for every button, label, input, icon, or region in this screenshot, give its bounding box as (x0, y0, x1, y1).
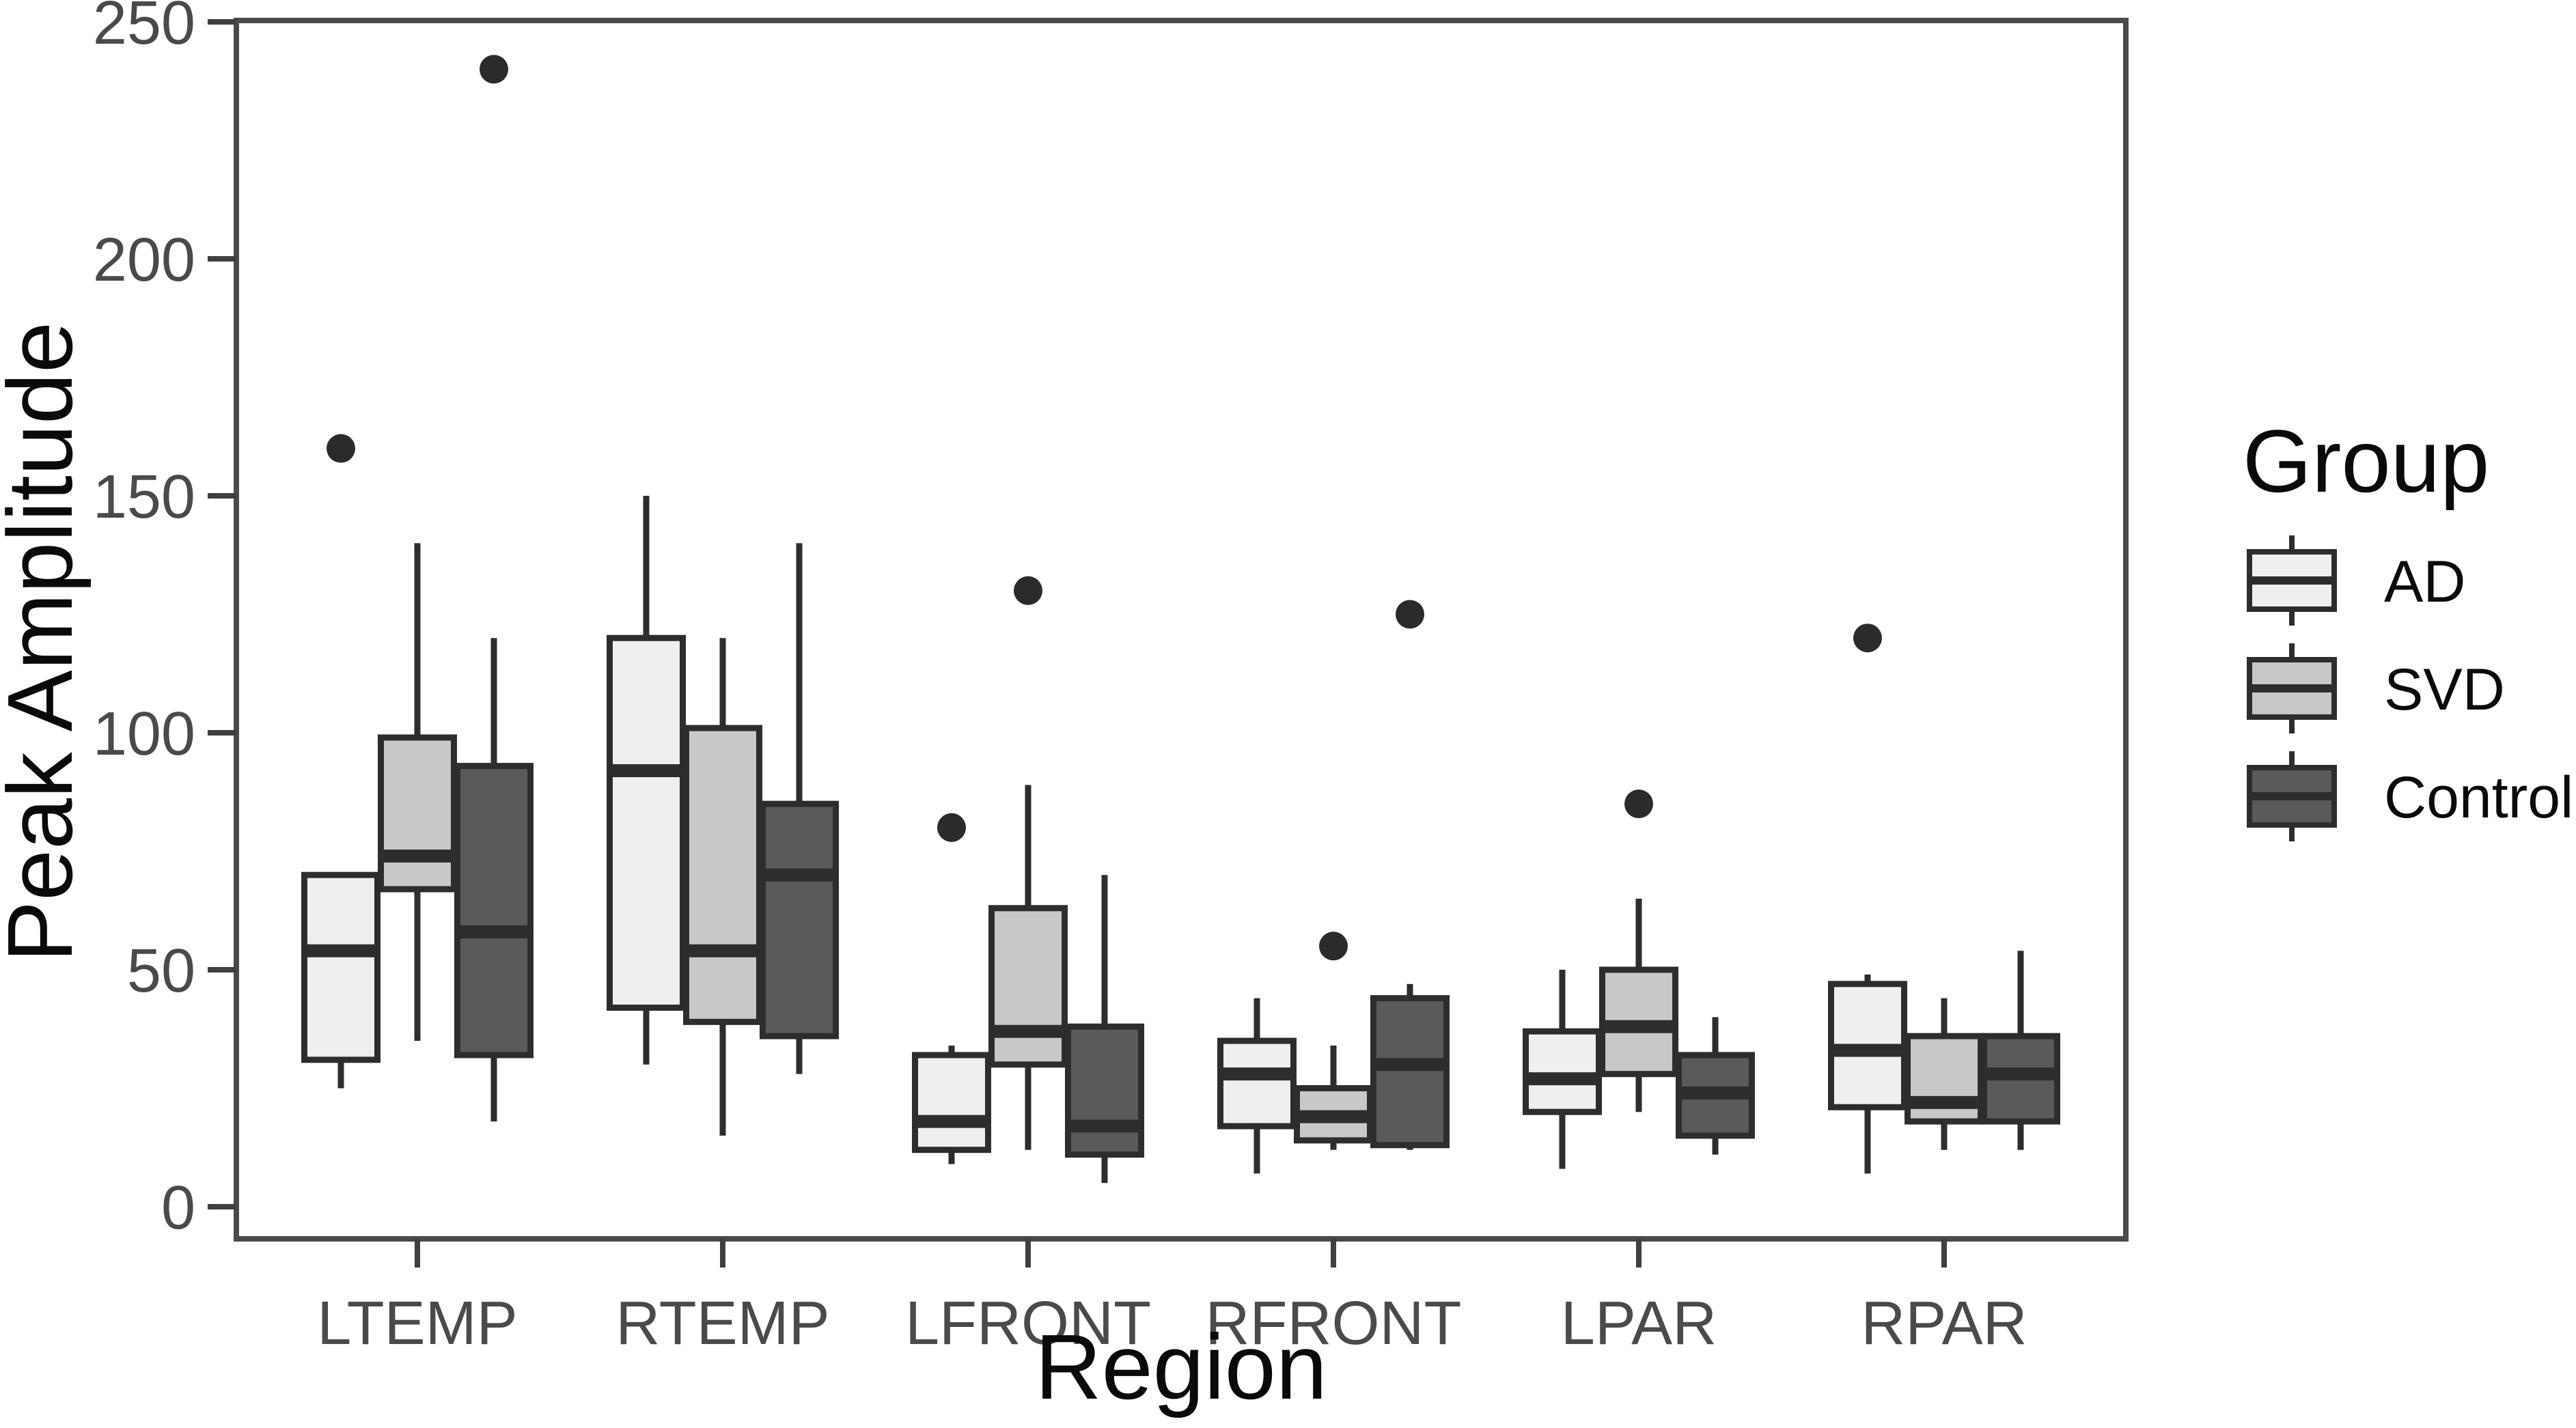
y-tick-label: 250 (93, 0, 195, 57)
box-RTEMP-AD (607, 496, 686, 1065)
box-RFRONT-Control (1370, 983, 1450, 1150)
iqr-box (988, 905, 1068, 1068)
box-RPAR-Control (1981, 951, 2060, 1150)
box-LTEMP-AD (301, 871, 380, 1089)
iqr-box (912, 1052, 991, 1153)
x-tick-label-LFRONT: LFRONT (905, 1289, 1151, 1358)
iqr-box (1065, 1023, 1144, 1158)
outlier-LTEMP-AD (327, 434, 355, 463)
outlier-LFRONT-AD (937, 813, 966, 842)
outlier-LPAR-SVD (1624, 789, 1653, 819)
panel-border (234, 18, 2129, 1242)
outlier-RFRONT-Control (1396, 600, 1424, 629)
iqr-box (1523, 1028, 1602, 1115)
box-RTEMP-Control (760, 543, 839, 1074)
y-tick-label: 200 (93, 226, 195, 294)
box-RTEMP-SVD (683, 638, 762, 1136)
box-LPAR-SVD (1599, 898, 1678, 1112)
legend-title: Group (2243, 411, 2489, 511)
x-axis-title: Region (1035, 1315, 1327, 1418)
iqr-box (607, 634, 686, 1011)
x-tick-label-LPAR: LPAR (1561, 1289, 1717, 1358)
box-RPAR-SVD (1905, 998, 1984, 1150)
box-LFRONT-AD (912, 1046, 991, 1164)
box-RPAR-AD (1828, 974, 1907, 1174)
iqr-box (454, 763, 534, 1059)
axes: 0 50 100 150 200 250 LTEMP RTEMP LFRONT RFRONT LPA… (93, 0, 2027, 1358)
iqr-box (1217, 1037, 1297, 1130)
legend: AD SVD Control (2247, 535, 2573, 841)
iqr-box (378, 734, 457, 893)
box-RFRONT-SVD (1294, 1046, 1373, 1150)
outliers (327, 55, 1882, 961)
iqr-box (1370, 995, 1450, 1149)
iqr-box (683, 725, 762, 1025)
box-LFRONT-SVD (988, 785, 1068, 1150)
plot-panel (234, 18, 2129, 1242)
legend-label-AD: AD (2384, 549, 2465, 615)
iqr-box (760, 800, 839, 1039)
outlier-RPAR-AD (1853, 624, 1882, 653)
box-LPAR-Control (1676, 1017, 1755, 1155)
y-tick-label: 50 (127, 937, 195, 1005)
outlier-LFRONT-SVD (1014, 576, 1042, 605)
box-LFRONT-Control (1065, 875, 1144, 1184)
legend-label-SVD: SVD (2384, 657, 2505, 723)
y-tick-label: 0 (161, 1174, 195, 1242)
box-RFRONT-AD (1217, 998, 1297, 1174)
iqr-box (301, 871, 380, 1063)
outlier-LTEMP-Control (480, 55, 508, 84)
box-LTEMP-Control (454, 638, 534, 1122)
x-tick-label-RFRONT: RFRONT (1206, 1289, 1462, 1358)
x-tick-label-LTEMP: LTEMP (317, 1289, 517, 1358)
outlier-RFRONT-SVD (1319, 932, 1348, 961)
legend-entry-AD: AD (2247, 535, 2465, 626)
box-LPAR-AD (1523, 970, 1602, 1169)
legend-entry-SVD: SVD (2247, 643, 2505, 733)
legend-entry-Control: Control (2247, 751, 2573, 841)
y-axis-title: Peak Amplitude (0, 322, 92, 962)
boxplots (301, 496, 2060, 1184)
y-tick-label: 150 (93, 463, 195, 531)
legend-label-Control: Control (2384, 765, 2573, 830)
box-LTEMP-SVD (378, 543, 457, 1041)
x-tick-label-RPAR: RPAR (1861, 1289, 2027, 1358)
x-tick-label-RTEMP: RTEMP (615, 1289, 829, 1358)
y-tick-label: 100 (93, 700, 195, 768)
